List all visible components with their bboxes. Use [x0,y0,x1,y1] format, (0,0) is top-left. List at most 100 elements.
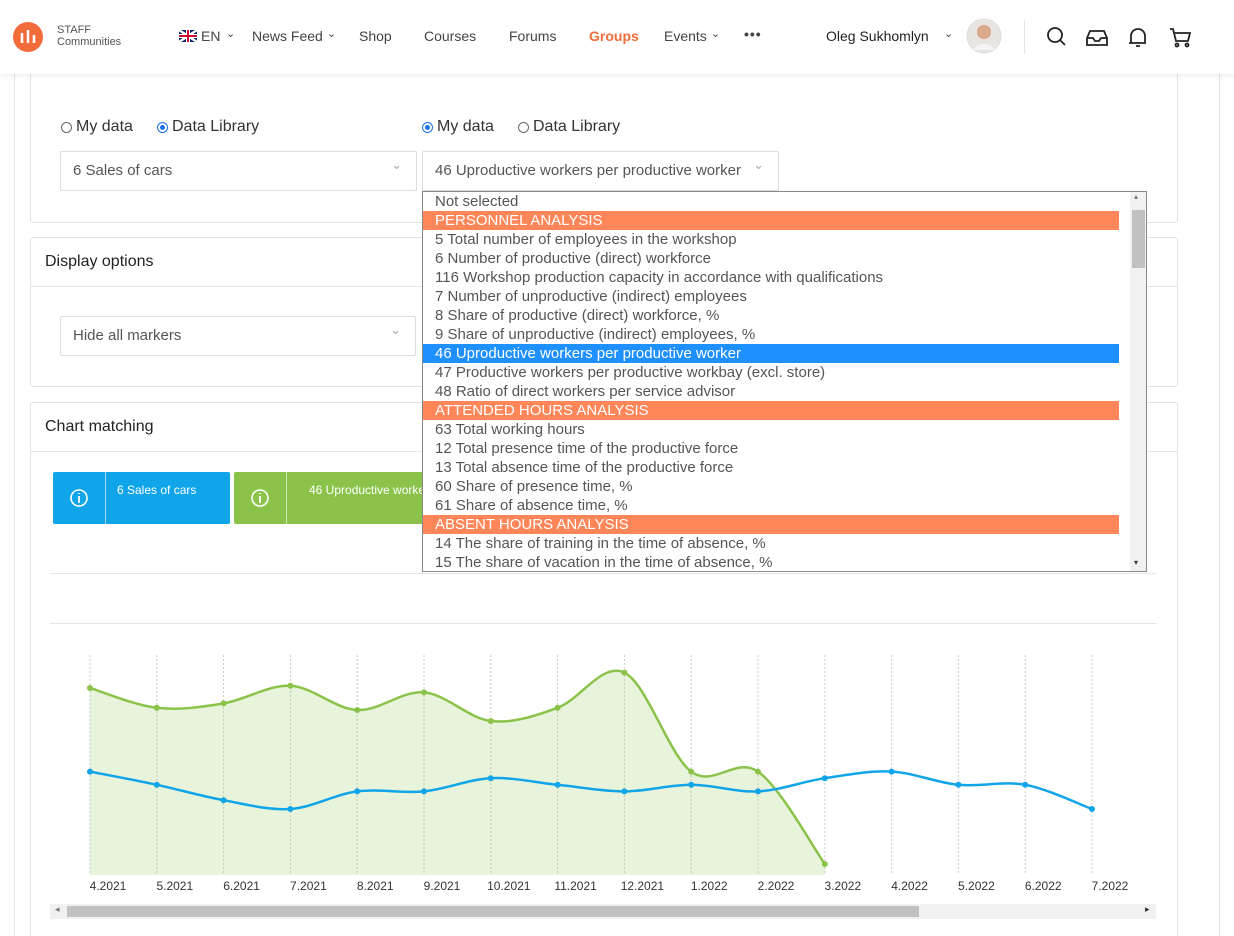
area [90,670,825,875]
point [955,781,962,788]
point [153,781,160,788]
select-left[interactable]: 6 Sales of cars [60,151,417,191]
radio-label: My data [76,118,133,135]
point [220,700,227,707]
select-value: 46 Uproductive workers per productive wo… [435,162,741,179]
nav-item[interactable]: Events [664,28,707,44]
x-tick-label: 4.2021 [90,879,127,893]
option[interactable]: 13 Total absence time of the productive … [435,459,734,476]
radio-dot [157,121,168,133]
option[interactable]: 7 Number of unproductive (indirect) empl… [435,288,747,305]
point [487,718,494,724]
x-tick-label: 6.2022 [1025,879,1062,893]
info-icon [234,472,287,524]
option[interactable]: 12 Total presence time of the productive… [435,440,739,457]
radio[interactable]: My data [61,118,133,136]
badge-label: 6 Sales of cars [117,483,197,497]
option[interactable]: 61 Share of absence time, % [435,497,628,514]
caret: ⌄ [710,28,721,40]
option[interactable]: 63 Total working hours [435,421,585,438]
nav-item[interactable]: News Feed [252,28,323,44]
separator [1024,20,1025,54]
line [89,770,1093,811]
option[interactable]: 5 Total number of employees in the works… [435,231,737,248]
select-markers[interactable]: Hide all markers [60,316,416,356]
x-tick-label: 9.2021 [424,879,461,893]
option[interactable]: Not selected [435,193,519,210]
scroll-thumb[interactable] [67,906,919,917]
point [621,788,628,795]
list-scroll-down[interactable]: ▾ [1134,558,1139,567]
point [688,768,695,775]
avatar[interactable] [966,18,1002,54]
point [1089,806,1095,812]
point [421,689,427,696]
list-scrollbar[interactable] [1130,192,1146,571]
x-tick-label: 3.2022 [824,879,861,893]
nav-item[interactable]: Courses [424,28,477,44]
caret: ⌄ [944,28,954,40]
dropdown-list: Not selected PERSONNEL ANALYSIS 5 Total nu… [422,191,1147,572]
logo-line: Communities [57,36,122,48]
option[interactable]: 15 The share of vacation in the time of … [435,554,773,571]
select-right[interactable]: 46 Uproductive workers per productive wo… [422,151,779,191]
option[interactable]: 46 Uproductive workers per productive wo… [423,344,1119,363]
divider [50,573,1156,574]
option[interactable]: 9 Share of unproductive (indirect) emplo… [435,326,756,343]
point [888,768,895,775]
point [821,861,828,867]
x-tick-label: 11.2021 [554,879,597,893]
radio[interactable]: Data Library [157,118,259,136]
list-scroll-thumb[interactable] [1132,210,1145,268]
option-group: PERSONNEL ANALYSIS [423,211,1119,230]
badge[interactable]: 6 Sales of cars [53,472,230,524]
point [87,685,93,691]
option[interactable]: 48 Ratio of direct workers per service a… [435,383,736,400]
nav-item[interactable]: Groups [589,28,639,44]
option[interactable]: 116 Workshop production capacity in acco… [435,269,884,286]
badge-label: 46 Uproductive workers per productive wo… [309,483,424,497]
x-tick-label: 1.2022 [691,879,728,893]
radio-dot [422,121,433,133]
point [821,775,828,782]
more-menu[interactable]: ••• [744,26,762,42]
radio-dot [61,121,72,133]
select-value: 6 Sales of cars [73,162,173,179]
point [755,788,761,795]
radio[interactable]: My data [422,118,494,136]
point [554,704,561,711]
badge[interactable]: 46 Uproductive workers per productive wo… [234,472,424,524]
option-group: ATTENDED HOURS ANALYSIS [423,401,1119,420]
point [354,707,361,713]
option[interactable]: 8 Share of productive (direct) workforce… [435,307,720,324]
point [87,768,93,775]
option[interactable]: 6 Number of productive (direct) workforc… [435,250,711,267]
scroll-left[interactable]: ◂ [55,904,60,914]
point [1022,781,1029,788]
logo-text: STAFF Communities [57,24,121,48]
option[interactable]: 60 Share of presence time, % [435,478,633,495]
point [554,781,561,788]
nav-item[interactable]: Shop [359,28,392,44]
language[interactable]: EN [201,28,221,44]
caret: ⌄ [326,28,337,40]
logo-icon [13,22,43,52]
user-name[interactable]: Oleg Sukhomlyn [826,28,929,44]
header-icons[interactable] [1045,26,1195,48]
option[interactable]: 47 Productive workers per productive wor… [435,364,826,381]
radio-label: My data [437,118,494,135]
nav-item[interactable]: Forums [509,28,557,44]
x-tick-label: 5.2021 [156,879,193,893]
point [755,768,761,775]
radio-dot [518,121,529,133]
x-tick-label: 10.2021 [487,879,531,893]
point [153,704,160,711]
point [287,682,294,689]
radio[interactable]: Data Library [518,118,620,136]
option[interactable]: 14 The share of training in the time of … [435,535,766,552]
scroll-right[interactable]: ▸ [1145,904,1150,914]
logo-line: STAFF [57,24,92,36]
flag [179,30,197,42]
list-scroll-up[interactable]: ▴ [1134,192,1139,201]
